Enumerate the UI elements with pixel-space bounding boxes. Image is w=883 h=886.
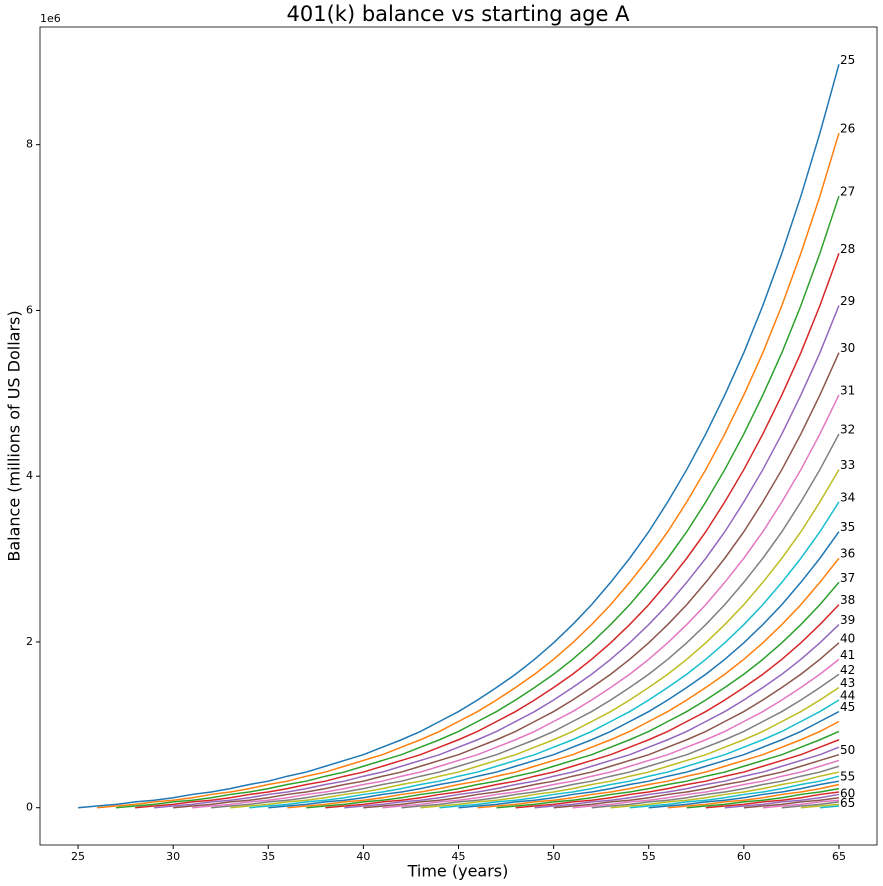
line [154, 305, 840, 809]
line [610, 771, 840, 809]
line [135, 253, 840, 809]
line [268, 531, 840, 809]
line-label: 26 [840, 122, 855, 136]
x-tick-label: 50 [547, 850, 561, 863]
line [325, 604, 840, 809]
x-tick-label: 65 [832, 850, 846, 863]
line-label: 35 [840, 520, 855, 534]
line [116, 195, 840, 809]
line-label: 33 [840, 458, 855, 472]
line [591, 765, 840, 809]
line-label: 27 [840, 185, 855, 199]
line [572, 759, 840, 809]
y-tick-label: 8 [26, 138, 33, 151]
line [249, 501, 840, 809]
line-label: 37 [840, 571, 855, 585]
line [629, 775, 840, 809]
line-label: 44 [840, 688, 855, 702]
line [534, 746, 840, 809]
line-label: 41 [840, 648, 855, 662]
line [743, 797, 840, 809]
line-label: 50 [840, 743, 855, 757]
line [667, 783, 840, 809]
line [477, 720, 840, 809]
line [762, 799, 840, 809]
line-label: 43 [840, 676, 855, 690]
line [705, 791, 840, 809]
x-tick-label: 60 [737, 850, 751, 863]
y-tick-label: 4 [26, 469, 33, 482]
line-label: 39 [840, 613, 855, 627]
line [287, 557, 840, 809]
y-tick-label: 0 [26, 801, 33, 814]
line-label: 31 [840, 383, 855, 397]
line-label: 40 [840, 631, 855, 645]
chart-title: 401(k) balance vs starting age A [287, 2, 631, 26]
line [77, 64, 840, 809]
line-label: 45 [840, 700, 855, 714]
line-label: 25 [840, 53, 855, 67]
line-label: 38 [840, 593, 855, 607]
line-label: 60 [840, 786, 855, 800]
line [553, 753, 840, 809]
x-tick-label: 35 [261, 850, 275, 863]
line [781, 801, 840, 809]
line-label: 42 [840, 663, 855, 677]
line [192, 394, 840, 809]
x-tick-label: 30 [166, 850, 180, 863]
x-tick-label: 45 [452, 850, 466, 863]
line [819, 805, 840, 809]
line [800, 803, 840, 809]
x-tick-label: 25 [71, 850, 85, 863]
line [363, 642, 840, 809]
plot-frame [39, 26, 878, 846]
line-label: 29 [840, 294, 855, 308]
line-label: 28 [840, 242, 855, 256]
line-label: 55 [840, 770, 855, 784]
line-label: 65 [840, 796, 855, 810]
y-axis-label: Balance (millions of US Dollars) [5, 310, 24, 561]
line [496, 730, 840, 809]
line [306, 581, 840, 809]
line [648, 780, 840, 809]
line [439, 699, 840, 809]
line-label: 34 [840, 490, 855, 504]
line [420, 686, 840, 809]
line-label: 32 [840, 422, 855, 436]
line [724, 793, 840, 809]
line [686, 787, 840, 809]
x-axis-label: Time (years) [407, 862, 509, 881]
y-tick-label: 2 [26, 635, 33, 648]
line-label: 30 [840, 341, 855, 355]
line [230, 469, 840, 809]
line [344, 624, 840, 809]
y-offset-label: 1e6 [40, 12, 61, 25]
line [173, 352, 840, 809]
y-tick-label: 6 [26, 303, 33, 316]
line [515, 739, 840, 809]
line [401, 673, 840, 809]
line [211, 433, 840, 809]
line [458, 710, 840, 809]
x-tick-label: 40 [356, 850, 370, 863]
line [382, 658, 840, 809]
line-label: 36 [840, 547, 855, 561]
x-tick-label: 55 [642, 850, 656, 863]
line [97, 132, 840, 809]
